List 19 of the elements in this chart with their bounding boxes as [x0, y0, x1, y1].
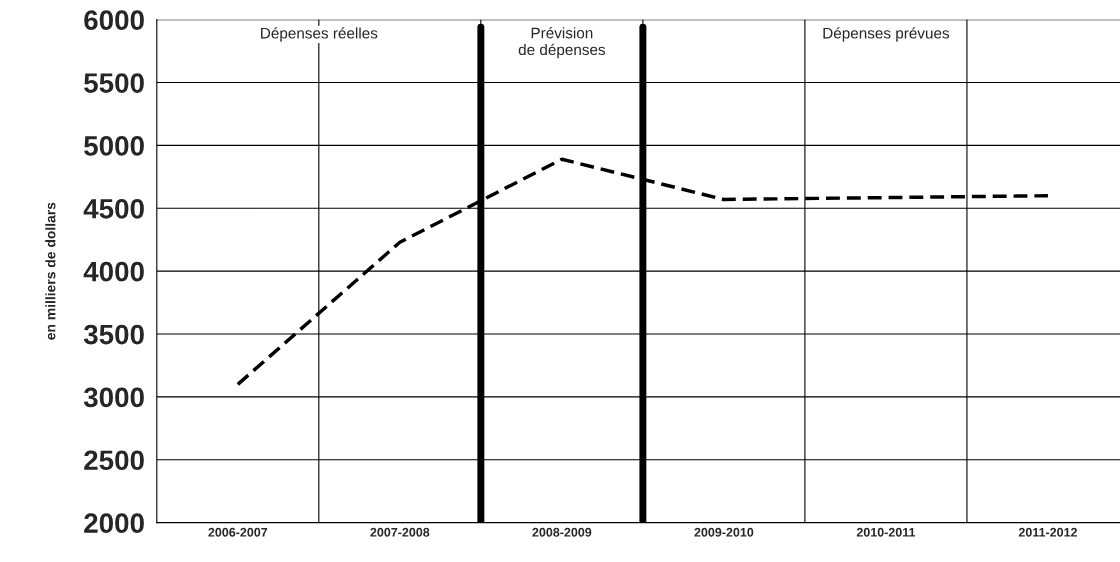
- y-axis-title: en milliers de dollars: [45, 202, 56, 340]
- y-tick-label: 6000: [84, 10, 144, 31]
- x-tick-label: 2009-2010: [694, 527, 754, 537]
- annotation: Dépenses réelles: [261, 27, 378, 42]
- x-tick-label: 2007-2008: [370, 527, 430, 537]
- y-tick-label: 2000: [84, 513, 144, 533]
- y-tick-label: 2500: [84, 450, 144, 471]
- y-tick-label: 4000: [83, 261, 144, 282]
- y-tick-label: 5000: [84, 136, 144, 156]
- x-tick-label: 2008-2009: [532, 527, 592, 537]
- annotation: Dépenses prévues: [823, 27, 950, 42]
- x-tick-label: 2011-2012: [1018, 527, 1077, 537]
- y-tick-label: 4500: [83, 198, 144, 219]
- x-tick-label: 2006-2007: [208, 527, 268, 537]
- y-tick-label: 5500: [84, 73, 144, 93]
- y-tick-label: 3500: [83, 324, 144, 345]
- x-tick-label: 2010-2011: [856, 527, 916, 537]
- annotation: Prévision de dépenses: [518, 27, 606, 59]
- y-tick-label: 3000: [83, 387, 144, 408]
